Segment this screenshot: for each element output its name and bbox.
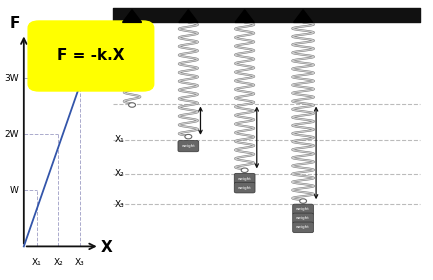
Text: weight: weight: [238, 177, 252, 181]
Polygon shape: [235, 10, 254, 22]
Polygon shape: [294, 10, 313, 22]
FancyBboxPatch shape: [293, 213, 313, 224]
Text: 3W: 3W: [4, 74, 19, 83]
FancyBboxPatch shape: [234, 173, 255, 184]
Text: weight: weight: [238, 186, 252, 190]
FancyBboxPatch shape: [293, 204, 313, 215]
Text: X₁: X₁: [115, 136, 125, 144]
Text: X: X: [100, 240, 112, 255]
Text: W: W: [10, 186, 19, 195]
FancyBboxPatch shape: [28, 21, 154, 91]
Circle shape: [129, 103, 136, 107]
Text: F = -k.X: F = -k.X: [57, 48, 125, 64]
Text: X₃: X₃: [75, 258, 85, 267]
Text: X₂: X₂: [115, 169, 125, 178]
Polygon shape: [123, 10, 142, 22]
FancyBboxPatch shape: [293, 222, 313, 233]
Polygon shape: [179, 10, 198, 22]
Text: weight: weight: [181, 144, 195, 148]
FancyBboxPatch shape: [178, 141, 199, 152]
Circle shape: [241, 168, 248, 172]
Text: X₃: X₃: [115, 200, 125, 209]
FancyBboxPatch shape: [234, 182, 255, 193]
Circle shape: [300, 199, 307, 203]
Text: 2W: 2W: [4, 130, 19, 139]
Text: X₁: X₁: [32, 258, 42, 267]
Text: weight: weight: [296, 225, 310, 229]
Text: X₂: X₂: [54, 258, 63, 267]
Text: weight: weight: [296, 216, 310, 220]
Text: F: F: [10, 16, 20, 31]
Circle shape: [185, 134, 192, 139]
Text: weight: weight: [296, 207, 310, 211]
